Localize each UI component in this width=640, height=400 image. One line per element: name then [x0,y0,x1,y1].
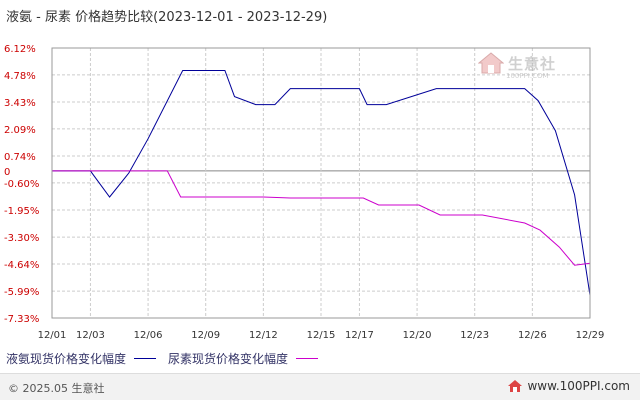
y-tick-label: 3.43% [4,98,36,109]
x-tick-label: 12/15 [307,330,336,341]
x-axis-ticks: 12/01 12/03 12/06 12/09 12/12 12/15 12/17 12/20… [38,330,605,341]
x-tick-label: 12/01 [38,330,67,341]
x-tick-label: 12/20 [403,330,432,341]
y-tick-label: 6.12% [4,44,36,55]
legend-swatch-blue [134,358,157,359]
x-tick-label: 12/17 [345,330,374,341]
plot-frame [51,47,591,319]
house-logo-icon [478,52,504,74]
chart-title: 液氨 - 尿素 价格趋势比较(2023-12-01 - 2023-12-29) [6,10,328,25]
y-tick-label: -1.95% [4,206,39,217]
x-tick-label: 12/23 [460,330,489,341]
legend-label: 尿素现货价格变化幅度 [168,352,289,366]
site-link[interactable]: www.100PPI.com [507,379,630,393]
legend-label: 液氨现货价格变化幅度 [6,352,127,366]
series-lines [52,70,591,296]
x-tick-label: 12/26 [518,330,547,341]
series-line-1 [52,170,591,266]
legend-item-series-0: 液氨现货价格变化幅度 [6,350,157,367]
series-line-0 [52,70,591,296]
x-tick-label: 12/12 [249,330,278,341]
watermark: 生意社 100PPI.COM [478,52,557,80]
copyright-text: © 2025.05 生意社 [8,382,105,395]
site-url-text: www.100PPI.com [527,379,630,393]
x-tick-label: 12/09 [191,330,220,341]
y-tick-label: 0 [4,167,10,178]
y-tick-label: -4.64% [4,260,39,271]
y-tick-label: 0.74% [4,152,36,163]
y-tick-label: -3.30% [4,233,39,244]
watermark-brand: 生意社 [508,54,557,73]
legend-swatch-magenta [296,358,319,359]
y-tick-label: -7.33% [4,314,39,325]
footer: © 2025.05 生意社 www.100PPI.com [0,373,640,400]
legend: 液氨现货价格变化幅度 尿素现货价格变化幅度 [6,350,330,367]
y-tick-label: -5.99% [4,287,39,298]
x-tick-label: 12/03 [76,330,105,341]
y-tick-label: 4.78% [4,71,36,82]
logo-icon [508,380,523,392]
y-tick-label: 2.09% [4,125,36,136]
x-tick-label: 12/06 [134,330,163,341]
y-tick-label: -0.60% [4,179,39,190]
y-axis-ticks: 6.12% 4.78% 3.43% 2.09% 0.74% 0-0.60% -1.95% -3… [4,44,39,325]
watermark-url: 100PPI.COM [506,72,549,80]
x-tick-label: 12/29 [576,330,605,341]
legend-item-series-1: 尿素现货价格变化幅度 [168,350,319,367]
